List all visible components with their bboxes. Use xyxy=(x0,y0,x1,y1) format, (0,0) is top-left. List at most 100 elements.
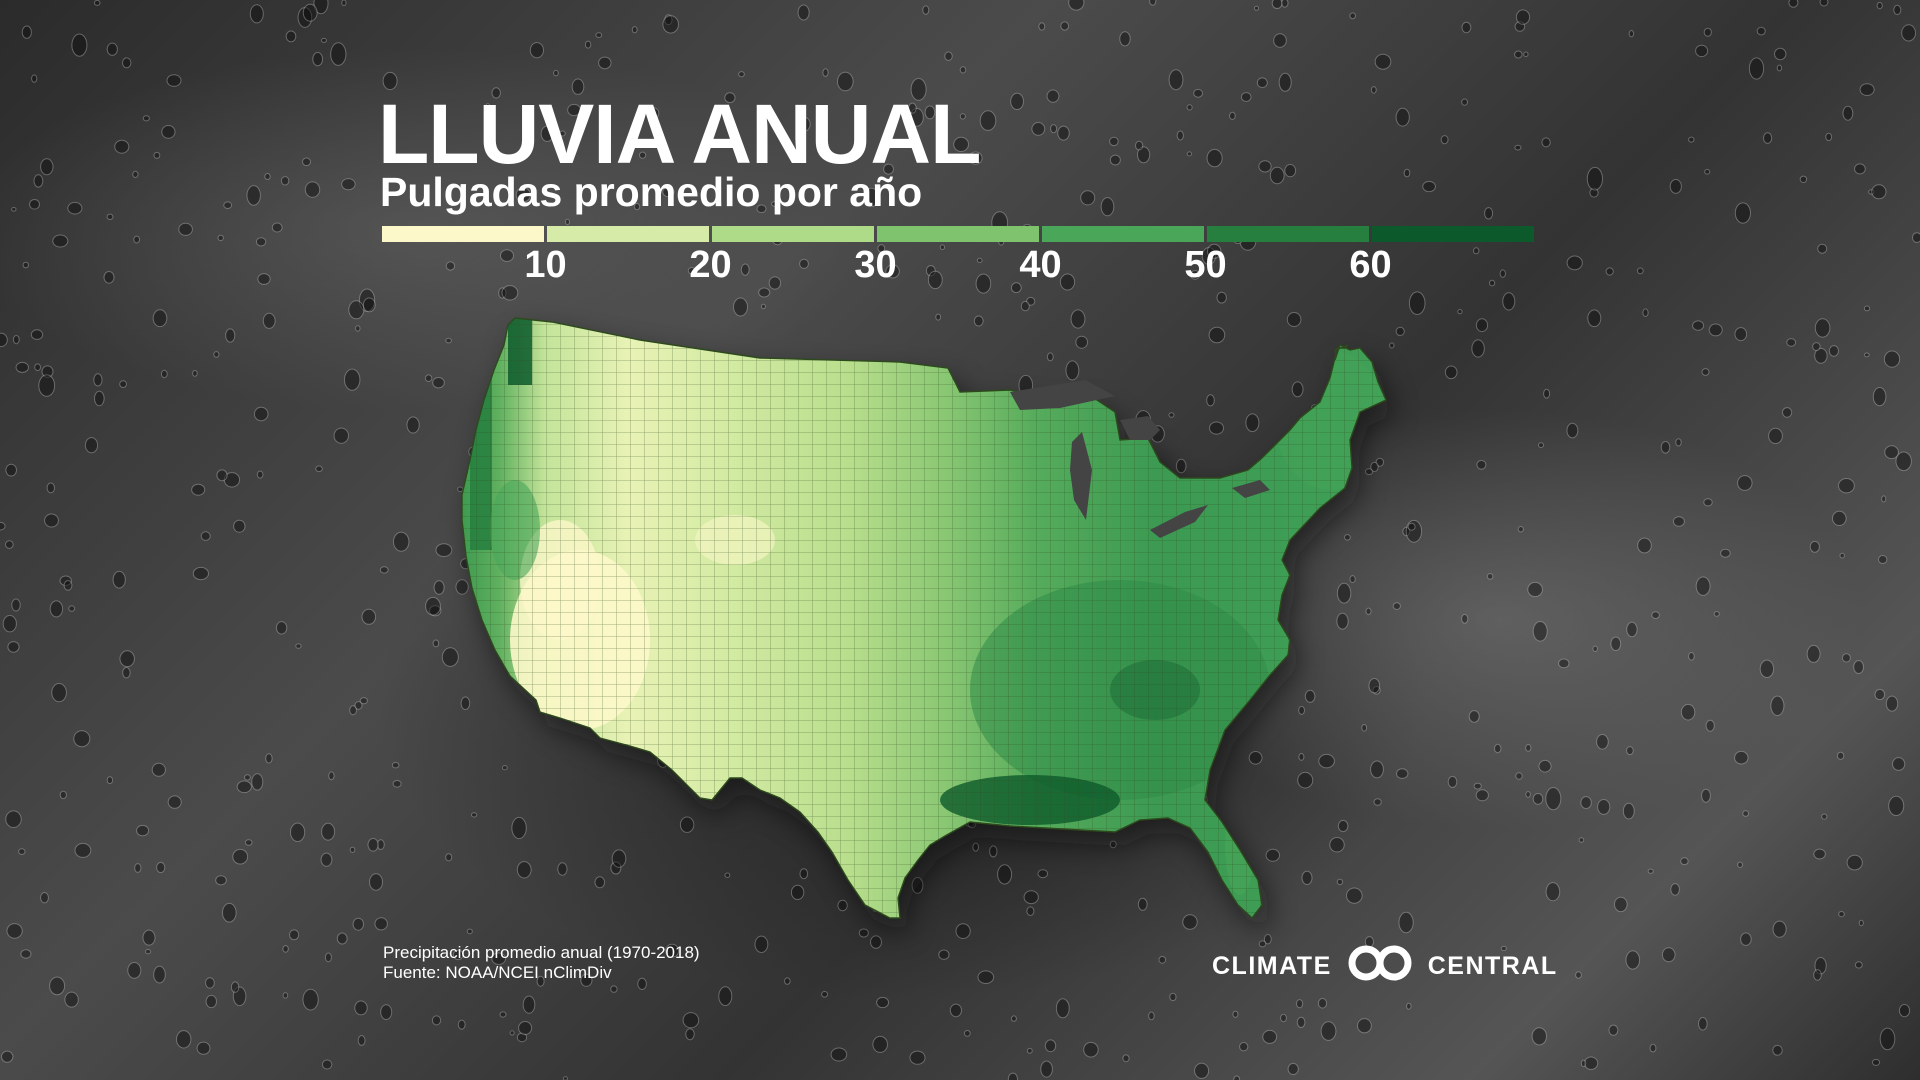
map-outline xyxy=(461,317,1387,920)
raindrop xyxy=(29,199,40,210)
raindrop xyxy=(1201,247,1217,265)
raindrop xyxy=(1893,4,1902,15)
raindrop xyxy=(1713,611,1720,617)
raindrop xyxy=(275,621,288,635)
raindrop xyxy=(1148,1011,1155,1021)
raindrop xyxy=(1756,26,1766,36)
raindrop xyxy=(1349,575,1356,584)
raindrop xyxy=(1392,602,1401,610)
raindrop xyxy=(315,465,323,473)
raindrop xyxy=(522,995,536,1014)
raindrop xyxy=(1806,644,1821,663)
raindrop xyxy=(909,1050,926,1065)
raindrop xyxy=(1296,1016,1306,1028)
raindrop xyxy=(1774,47,1787,61)
raindrop xyxy=(1262,1029,1278,1044)
data-source-note: Precipitación promedio anual (1970-2018)… xyxy=(383,943,700,983)
raindrop xyxy=(1273,33,1287,48)
raindrop xyxy=(1137,897,1148,911)
raindrop xyxy=(1622,802,1635,820)
raindrop xyxy=(1853,660,1864,674)
raindrop xyxy=(1365,468,1374,476)
raindrop xyxy=(1461,613,1469,624)
raindrop xyxy=(44,513,59,528)
raindrop xyxy=(1813,969,1822,981)
raindrop xyxy=(1169,992,1177,1002)
raindrop xyxy=(46,482,55,494)
page-title: LLUVIA ANUAL xyxy=(378,87,981,181)
raindrop xyxy=(1545,882,1561,902)
raindrop xyxy=(682,1012,700,1029)
raindrop xyxy=(112,570,126,589)
raindrop xyxy=(354,701,363,710)
raindrop xyxy=(362,297,376,313)
raindrop xyxy=(358,288,376,312)
great-lakes xyxy=(1010,380,1270,538)
raindrop xyxy=(1884,445,1899,460)
legend-tick-label: 40 xyxy=(1019,244,1062,286)
raindrop xyxy=(167,795,182,809)
raindrop xyxy=(1625,950,1641,970)
raindrop xyxy=(1265,848,1281,862)
raindrop xyxy=(41,365,54,378)
raindrop xyxy=(1168,69,1184,91)
raindrop xyxy=(432,639,440,648)
raindrop xyxy=(784,977,791,985)
legend-swatch xyxy=(1372,226,1534,242)
raindrop xyxy=(1494,743,1502,754)
raindrop xyxy=(1541,137,1551,148)
raindrop xyxy=(1839,552,1845,559)
raindrop xyxy=(949,1003,963,1018)
raindrop xyxy=(1647,868,1654,874)
raindrop xyxy=(64,991,79,1008)
raindrop xyxy=(1772,1044,1783,1056)
raindrop xyxy=(52,234,69,248)
raindrop xyxy=(216,469,228,482)
legend-swatch xyxy=(877,226,1039,242)
raindrop xyxy=(567,103,581,117)
raindrop xyxy=(379,566,389,574)
raindrop xyxy=(1515,9,1531,25)
raindrop xyxy=(760,303,766,310)
raindrop xyxy=(406,416,420,434)
raindrop xyxy=(424,374,433,383)
raindrop xyxy=(333,427,349,444)
raindrop xyxy=(1514,50,1523,59)
climate-central-rings-icon xyxy=(1342,943,1418,990)
raindrop xyxy=(1329,837,1345,853)
raindrop xyxy=(1050,124,1058,134)
raindrop xyxy=(312,52,324,67)
raindrop xyxy=(382,71,398,91)
raindrop xyxy=(679,816,695,833)
raindrop xyxy=(1680,857,1689,866)
raindrop xyxy=(1186,104,1193,111)
raindrop xyxy=(1038,22,1046,31)
raindrop xyxy=(925,265,936,277)
raindrop xyxy=(631,26,638,34)
raindrop xyxy=(178,222,193,236)
raindrop xyxy=(1515,772,1523,780)
raindrop xyxy=(344,368,361,391)
raindrop xyxy=(11,598,21,612)
raindrop xyxy=(1608,1024,1619,1036)
raindrop xyxy=(797,128,806,139)
raindrop xyxy=(295,643,302,649)
raindrop xyxy=(1525,744,1532,752)
raindrop xyxy=(927,270,943,290)
raindrop xyxy=(1742,810,1750,817)
raindrop xyxy=(34,363,41,372)
raindrop xyxy=(790,884,805,901)
raindrop xyxy=(1878,555,1888,564)
raindrop xyxy=(1346,887,1363,904)
raindrop xyxy=(429,605,442,617)
raindrop xyxy=(1256,77,1268,88)
raindrop xyxy=(938,949,950,960)
raindrop xyxy=(1610,636,1622,651)
raindrop xyxy=(1284,164,1297,178)
raindrop xyxy=(1060,21,1070,31)
raindrop xyxy=(93,0,101,6)
raindrop xyxy=(119,650,135,668)
raindrop xyxy=(1297,771,1314,789)
raindrop xyxy=(205,977,215,989)
raindrop xyxy=(393,531,410,552)
